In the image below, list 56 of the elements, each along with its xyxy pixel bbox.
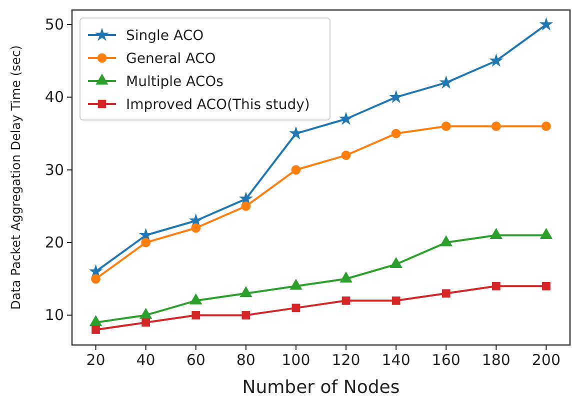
- point: [240, 286, 252, 298]
- point: [340, 272, 352, 283]
- point: [492, 282, 500, 290]
- point: [241, 201, 251, 211]
- point: [192, 311, 200, 320]
- point: [391, 128, 401, 138]
- x-tick-label: 80: [236, 351, 256, 369]
- point: [142, 318, 150, 327]
- point: [441, 122, 451, 131]
- x-tick-label: 60: [186, 351, 206, 369]
- point: [540, 228, 553, 239]
- legend-label: Single ACO: [126, 28, 204, 44]
- point: [442, 289, 450, 298]
- point: [490, 228, 503, 239]
- y-tick-label: 40: [44, 88, 64, 106]
- x-axis-title: Number of Nodes: [242, 377, 400, 398]
- point: [439, 75, 454, 89]
- point: [440, 235, 452, 246]
- point: [242, 311, 250, 320]
- x-tick-label: 120: [332, 351, 360, 369]
- point: [341, 150, 351, 160]
- point: [539, 17, 554, 30]
- x-tick-label: 100: [282, 351, 310, 369]
- point: [542, 282, 550, 290]
- point: [392, 296, 400, 305]
- point: [489, 54, 504, 67]
- point: [339, 112, 353, 125]
- point: [390, 256, 402, 268]
- x-tick-label: 40: [136, 351, 156, 369]
- y-axis-title: Data Packet Aggregation Delay Time (sec): [8, 45, 23, 310]
- y-tick-label: 10: [44, 306, 64, 324]
- point: [141, 238, 151, 248]
- y-tick-label: 50: [44, 16, 64, 34]
- legend-label: Multiple ACOs: [126, 74, 224, 90]
- point: [491, 122, 501, 131]
- point: [91, 274, 100, 284]
- point: [139, 308, 152, 319]
- point: [289, 126, 303, 140]
- legend-label: Improved ACO(This study): [126, 97, 310, 113]
- x-tick-label: 200: [532, 351, 561, 369]
- x-tick-label: 180: [482, 351, 510, 369]
- x-tick-label: 20: [86, 351, 106, 369]
- point: [190, 293, 202, 304]
- x-tick-label: 160: [432, 351, 460, 369]
- y-tick-label: 30: [44, 160, 64, 179]
- point: [292, 304, 300, 312]
- point: [191, 223, 201, 233]
- x-tick-label: 140: [382, 351, 410, 369]
- legend-label: General ACO: [126, 51, 216, 67]
- y-tick-label: 20: [44, 234, 64, 252]
- point: [89, 315, 102, 326]
- point: [291, 165, 301, 175]
- point: [542, 122, 551, 131]
- point: [92, 326, 100, 334]
- point: [290, 278, 302, 290]
- point: [342, 296, 350, 305]
